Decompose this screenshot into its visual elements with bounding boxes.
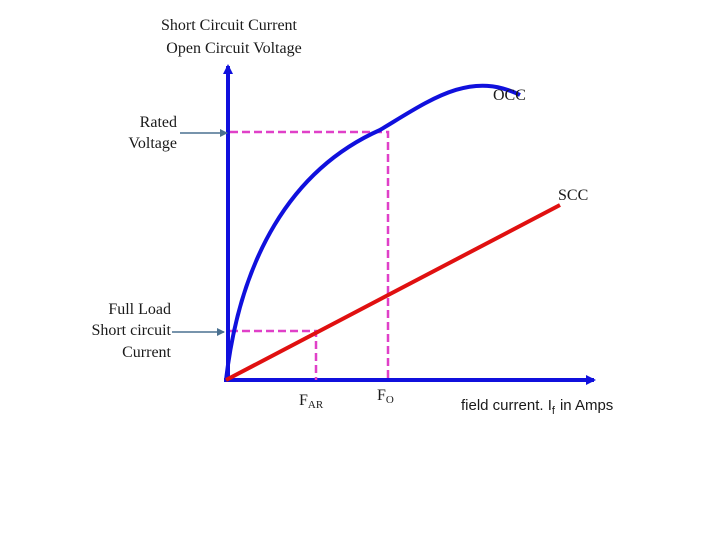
- far-label: FAR: [299, 392, 324, 411]
- full-load-label: Short circuit: [91, 322, 171, 339]
- text-part: in Amps: [560, 397, 613, 414]
- rated-voltage-label: Rated: [140, 114, 177, 131]
- scc-label: SCC: [558, 187, 588, 204]
- title-line: Short Circuit Current: [161, 17, 298, 34]
- text-part: f: [552, 405, 556, 417]
- x-axis-label: field current. If in Amps: [461, 397, 613, 417]
- fo-label: FO: [377, 387, 394, 406]
- scc-line: [225, 203, 561, 382]
- text-part: F: [377, 387, 386, 404]
- text-part: field current. I: [461, 397, 552, 414]
- full-load-label: Full Load: [108, 301, 171, 318]
- occ-curve: [224, 83, 521, 381]
- occ-label: OCC: [493, 87, 526, 104]
- text-part: F: [299, 392, 308, 409]
- text-part: O: [386, 394, 394, 406]
- full-load-label: Current: [122, 344, 171, 361]
- text-part: AR: [308, 399, 324, 411]
- title-line: Open Circuit Voltage: [166, 40, 301, 57]
- rated-voltage-label: Voltage: [128, 135, 177, 152]
- rated-voltage-guide: [230, 130, 390, 380]
